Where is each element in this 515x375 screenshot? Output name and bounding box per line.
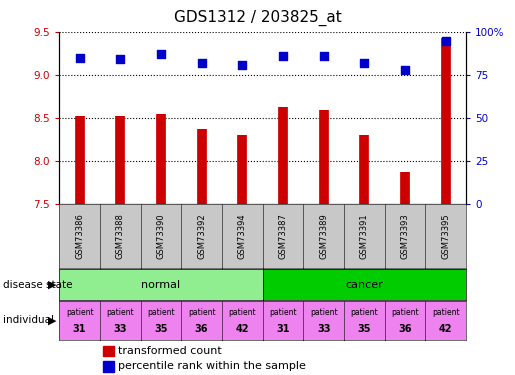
Text: 33: 33 [113, 324, 127, 334]
Text: GSM73392: GSM73392 [197, 213, 206, 259]
Text: GSM73394: GSM73394 [238, 213, 247, 259]
Text: 35: 35 [357, 324, 371, 334]
Point [319, 53, 328, 59]
Point [197, 60, 205, 66]
Text: individual: individual [3, 315, 54, 326]
Text: GSM73393: GSM73393 [401, 213, 409, 259]
Text: GSM73386: GSM73386 [75, 213, 84, 259]
Point [116, 57, 124, 63]
Text: GSM73388: GSM73388 [116, 213, 125, 259]
Text: GSM73395: GSM73395 [441, 213, 450, 259]
Text: GSM73387: GSM73387 [279, 213, 287, 259]
Text: patient: patient [66, 308, 93, 317]
Point [157, 51, 165, 57]
Text: 33: 33 [317, 324, 331, 334]
Text: patient: patient [229, 308, 256, 317]
Point [279, 53, 287, 59]
Text: GSM73391: GSM73391 [360, 213, 369, 259]
Text: patient: patient [107, 308, 134, 317]
Text: patient: patient [269, 308, 297, 317]
Point [401, 67, 409, 73]
Text: ▶: ▶ [48, 315, 57, 326]
Text: 42: 42 [439, 324, 453, 334]
Point [75, 55, 83, 61]
Bar [103, 346, 114, 356]
Text: ▶: ▶ [48, 280, 57, 290]
Text: 36: 36 [195, 324, 209, 334]
Text: GDS1312 / 203825_at: GDS1312 / 203825_at [174, 9, 341, 26]
Text: patient: patient [188, 308, 215, 317]
Text: transformed count: transformed count [118, 346, 222, 356]
Text: 31: 31 [73, 324, 87, 334]
Text: patient: patient [432, 308, 459, 317]
Text: disease state: disease state [3, 280, 72, 290]
Text: GSM73390: GSM73390 [157, 213, 165, 259]
Text: patient: patient [147, 308, 175, 317]
Text: 35: 35 [154, 324, 168, 334]
Text: GSM73389: GSM73389 [319, 213, 328, 259]
Bar [103, 361, 114, 372]
Text: 42: 42 [235, 324, 249, 334]
Point [238, 62, 246, 68]
Text: normal: normal [142, 280, 180, 290]
Point [441, 38, 450, 44]
Point [360, 60, 368, 66]
Text: patient: patient [310, 308, 337, 317]
Text: percentile rank within the sample: percentile rank within the sample [118, 362, 306, 371]
Text: patient: patient [391, 308, 419, 317]
Text: cancer: cancer [346, 280, 383, 290]
Text: patient: patient [351, 308, 378, 317]
Text: 31: 31 [276, 324, 290, 334]
Text: 36: 36 [398, 324, 412, 334]
